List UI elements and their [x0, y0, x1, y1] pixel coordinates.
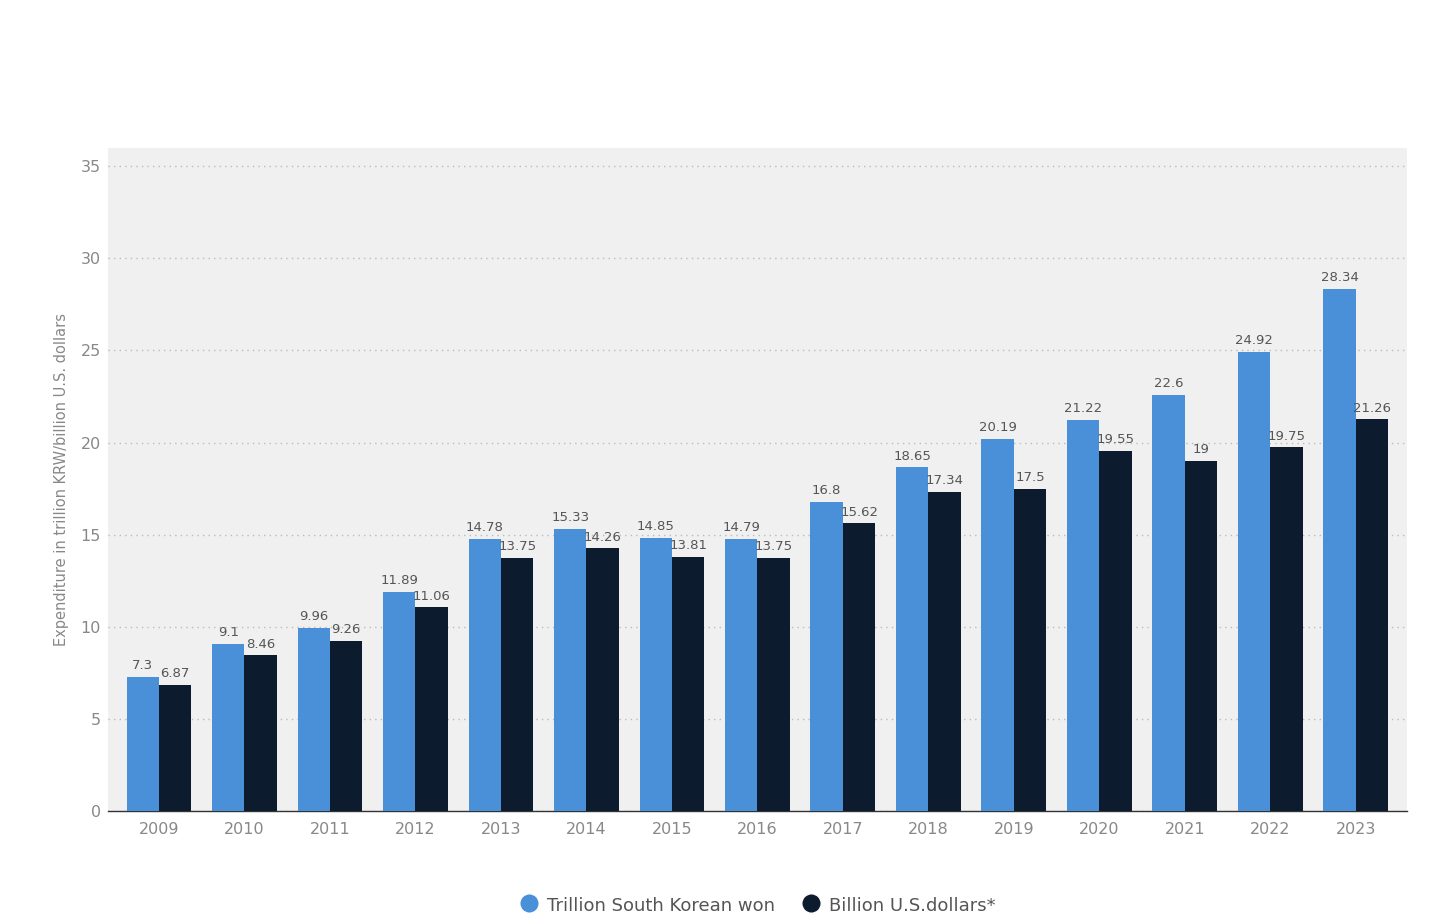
Bar — [929, 491, 961, 811]
Bar — [1324, 289, 1356, 811]
Bar — [213, 644, 244, 811]
Text: 17.5: 17.5 — [1015, 471, 1045, 484]
Text: 19.75: 19.75 — [1268, 430, 1305, 443]
Bar — [843, 524, 876, 811]
Text: 14.79: 14.79 — [722, 521, 760, 534]
Text: 9.96: 9.96 — [299, 610, 329, 623]
Text: 14.78: 14.78 — [465, 521, 504, 534]
Legend: Trillion South Korean won, Billion U.S.dollars*: Trillion South Korean won, Billion U.S.d… — [511, 885, 1004, 922]
Text: 13.75: 13.75 — [498, 540, 536, 553]
Bar — [554, 528, 586, 811]
Bar — [981, 439, 1014, 811]
Bar — [1100, 451, 1132, 811]
Bar — [501, 558, 534, 811]
Bar — [1238, 352, 1271, 811]
Text: 20.19: 20.19 — [979, 421, 1017, 434]
Text: 11.06: 11.06 — [412, 590, 451, 603]
Text: 13.81: 13.81 — [669, 539, 708, 552]
Bar — [758, 558, 790, 811]
Text: 9.26: 9.26 — [332, 623, 360, 636]
Bar — [586, 549, 619, 811]
Y-axis label: Expenditure in trillion KRW/billion U.S. dollars: Expenditure in trillion KRW/billion U.S.… — [55, 313, 69, 646]
Bar — [415, 608, 448, 811]
Text: 28.34: 28.34 — [1321, 271, 1358, 284]
Bar — [244, 656, 277, 811]
Text: 17.34: 17.34 — [926, 474, 964, 487]
Text: 13.75: 13.75 — [755, 540, 793, 553]
Text: 21.22: 21.22 — [1064, 403, 1103, 416]
Text: 15.62: 15.62 — [840, 506, 879, 519]
Bar — [1356, 420, 1389, 811]
Bar — [1271, 447, 1302, 811]
Text: 6.87: 6.87 — [161, 668, 190, 680]
Text: 8.46: 8.46 — [246, 638, 276, 651]
Text: 9.1: 9.1 — [218, 626, 238, 639]
Bar — [725, 538, 758, 811]
Text: 11.89: 11.89 — [381, 574, 418, 587]
Bar — [1153, 395, 1185, 811]
Text: 19.55: 19.55 — [1097, 433, 1134, 446]
Bar — [639, 538, 672, 811]
Bar — [810, 502, 843, 811]
Bar — [297, 628, 330, 811]
Text: 14.26: 14.26 — [584, 531, 622, 544]
Text: 21.26: 21.26 — [1353, 402, 1391, 415]
Bar — [126, 677, 159, 811]
Text: 24.92: 24.92 — [1235, 335, 1274, 348]
Bar — [468, 538, 501, 811]
Text: 19: 19 — [1193, 443, 1209, 456]
Bar — [330, 641, 362, 811]
Bar — [1067, 420, 1100, 811]
Bar — [1014, 489, 1047, 811]
Text: 14.85: 14.85 — [636, 520, 675, 533]
Bar — [672, 557, 705, 811]
Text: 15.33: 15.33 — [551, 511, 589, 524]
Bar — [383, 592, 415, 811]
Text: 18.65: 18.65 — [893, 450, 931, 463]
Bar — [1185, 461, 1218, 811]
Bar — [896, 467, 929, 811]
Text: 7.3: 7.3 — [132, 659, 154, 672]
Bar — [159, 685, 191, 811]
Text: 16.8: 16.8 — [811, 484, 841, 497]
Text: 22.6: 22.6 — [1155, 377, 1183, 390]
